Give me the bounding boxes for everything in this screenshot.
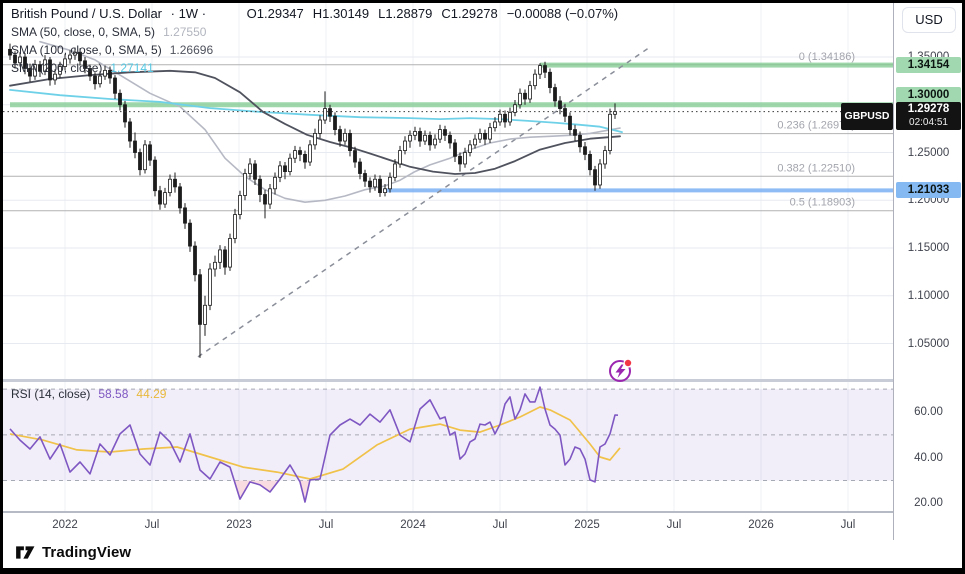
tradingview-logo-icon <box>16 546 35 559</box>
fib-label: 0.5 (1.18903) <box>790 197 855 209</box>
price-chart-plot[interactable]: 0 (1.34186) 0.236 (1.26972) 0.382 (1.22510… <box>3 3 893 511</box>
rsi-ma-value: 44.29 <box>136 387 167 401</box>
time-label-Jul: Jul <box>666 519 682 531</box>
sma50-line <box>39 40 621 203</box>
price-scale[interactable]: USD 1.29278 02:04:51 1.350001.250001.200… <box>893 3 962 540</box>
rsi-label: RSI (14, close) <box>11 387 91 401</box>
tradingview-logo-text: TradingView <box>42 544 132 561</box>
current-price-value: 1.29278 <box>907 103 950 115</box>
tradingview-logo-link[interactable]: TradingView <box>15 544 131 561</box>
trendline-drawing[interactable] <box>197 47 649 358</box>
lightning-alert-icon[interactable] <box>607 356 635 384</box>
time-label-Jul: Jul <box>840 519 856 531</box>
time-label-2022: 2022 <box>52 519 78 531</box>
rsi-pane[interactable] <box>3 386 893 503</box>
fib-retracement[interactable]: 0 (1.34186) 0.236 (1.26972) 0.382 (1.22510… <box>3 51 893 212</box>
fib-label: 0.382 (1.22510) <box>777 162 855 174</box>
rsi-legend[interactable]: RSI (14, close) 58.58 44.29 <box>11 387 166 401</box>
currency-toggle-button[interactable]: USD <box>902 7 956 33</box>
rsi-value: 58.58 <box>98 387 129 401</box>
price-tick-1.25000: 1.25000 <box>907 146 950 159</box>
current-price-badge: 1.29278 02:04:51 <box>896 102 961 130</box>
price-tick-1.15000: 1.15000 <box>907 242 950 254</box>
horizontal-line-drawings[interactable] <box>10 62 893 193</box>
time-label-Jul: Jul <box>144 519 160 531</box>
footer-bar: TradingView <box>3 540 962 568</box>
fib-label: 0.236 (1.26972) <box>777 120 855 132</box>
rsi-ma-line <box>9 406 621 480</box>
time-label-Jul: Jul <box>492 519 508 531</box>
sma200-line <box>9 89 623 134</box>
time-label-2025: 2025 <box>574 519 600 531</box>
bar-countdown: 02:04:51 <box>909 117 948 128</box>
rsi-tick-60.00: 60.00 <box>914 406 943 418</box>
price-tick-1.10000: 1.10000 <box>907 289 950 302</box>
level-badge-1.30000: 1.30000 <box>896 87 961 103</box>
fib-label: 0 (1.34186) <box>799 51 855 63</box>
time-label-2026: 2026 <box>748 519 774 531</box>
rsi-tick-20.00: 20.00 <box>914 497 943 510</box>
chart-content: 0 (1.34186) 0.236 (1.26972) 0.382 (1.22510… <box>3 3 962 568</box>
price-tick-1.05000: 1.05000 <box>907 337 950 350</box>
level-badge-1.21033: 1.21033 <box>896 182 961 199</box>
time-label-2024: 2024 <box>400 519 426 531</box>
rsi-line <box>9 386 619 503</box>
price-line-symbol-flag: GBPUSD <box>841 103 893 130</box>
rsi-tick-40.00: 40.00 <box>914 451 943 464</box>
candles <box>8 43 617 358</box>
time-label-Jul: Jul <box>318 519 334 531</box>
time-label-2023: 2023 <box>226 519 252 531</box>
pane-separator[interactable] <box>3 379 893 382</box>
level-badge-1.34154: 1.34154 <box>896 57 961 74</box>
time-axis[interactable]: 2022 Jul 2023 Jul 2024 Jul 2025 Jul 2026 Jul <box>3 511 962 542</box>
